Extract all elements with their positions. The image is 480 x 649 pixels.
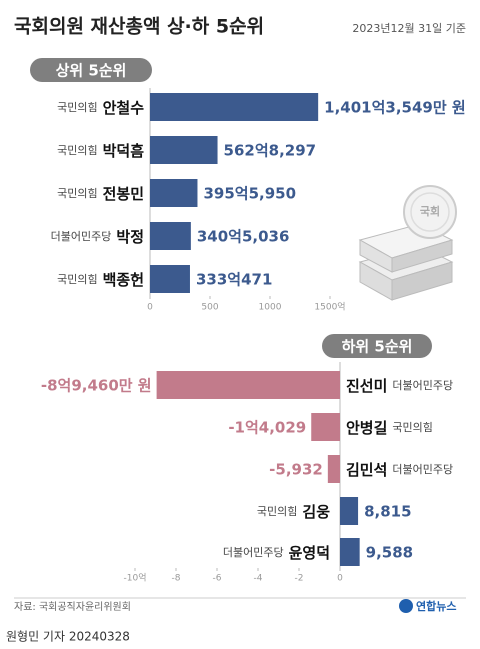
value-label: -5,932 <box>269 461 323 479</box>
x-tick-label: -8 <box>172 574 181 584</box>
source: 자료: 국회공직자윤리위원회 <box>14 600 131 613</box>
illustration-label: 국회 <box>420 204 440 218</box>
value-label: 9,588 <box>366 544 413 562</box>
name-label: 더불어민주당 박정 <box>51 228 144 246</box>
name-label: 국민의힘 전봉민 <box>57 185 144 203</box>
x-tick-label: -10억 <box>124 572 147 584</box>
x-tick-label: -4 <box>254 574 263 584</box>
section-header-bg <box>322 334 432 358</box>
party: 국민의힘 <box>57 144 97 157</box>
x-tick-label: 500 <box>201 303 218 313</box>
x-tick-label: 0 <box>147 303 153 313</box>
value-label: 562억8,297 <box>224 142 317 160</box>
bar <box>150 265 190 293</box>
party: 국민의힘 <box>392 421 432 434</box>
name: 김민석 <box>346 461 387 479</box>
x-tick-label: -6 <box>213 574 222 584</box>
bar <box>327 455 340 483</box>
name: 박덕흠 <box>103 142 145 160</box>
bar <box>340 538 360 566</box>
name-label: 국민의힘 안철수 <box>57 99 144 117</box>
logo-icon <box>399 599 413 613</box>
x-tick-label: 1000 <box>259 303 282 313</box>
name: 윤영덕 <box>289 544 330 562</box>
party: 더불어민주당 <box>392 379 453 392</box>
party: 더불어민주당 <box>223 546 284 559</box>
value-label: -1억4,029 <box>228 419 306 437</box>
name: 전봉민 <box>103 185 144 203</box>
value-label: 1,401억3,549만 원 <box>324 99 466 117</box>
name: 박정 <box>116 228 144 246</box>
name-label: 김민석 더불어민주당 <box>346 461 453 479</box>
name: 진선미 <box>346 377 387 395</box>
party: 국민의힘 <box>257 505 297 518</box>
name-label: 국민의힘 김웅 <box>257 503 330 521</box>
bar <box>150 93 319 121</box>
party: 국민의힘 <box>57 101 97 114</box>
name-label: 국민의힘 박덕흠 <box>57 142 144 160</box>
bar <box>150 136 218 164</box>
bar <box>311 413 340 441</box>
date-note: 2023년12월 31일 기준 <box>352 21 466 35</box>
name-label: 더불어민주당 윤영덕 <box>223 544 330 562</box>
section-header-bg <box>30 58 152 82</box>
value-label: -8억9,460만 원 <box>41 377 152 395</box>
section-header: 하위 5순위 <box>342 338 413 356</box>
value-label: 8,815 <box>364 503 411 521</box>
name-label: 국민의힘 백종헌 <box>57 271 144 289</box>
bar <box>340 497 359 525</box>
section-header: 상위 5순위 <box>56 62 127 80</box>
x-tick-label: 1500억 <box>314 301 345 313</box>
logo: 연합뉴스 <box>416 599 456 613</box>
name: 김웅 <box>302 503 330 521</box>
party: 더불어민주당 <box>392 463 453 476</box>
party: 국민의힘 <box>57 187 97 200</box>
x-tick-label: -2 <box>295 574 304 584</box>
bar <box>150 222 191 250</box>
value-label: 333억471 <box>196 271 272 289</box>
name: 백종헌 <box>103 271 144 289</box>
title: 국회의원 재산총액 상·하 5순위 <box>14 16 264 38</box>
value-label: 340억5,036 <box>197 228 290 246</box>
bar <box>156 371 340 399</box>
party: 국민의힘 <box>57 273 97 286</box>
party: 더불어민주당 <box>51 230 112 243</box>
x-tick-label: 0 <box>337 574 343 584</box>
bar <box>150 179 198 207</box>
money-illustration <box>358 185 457 301</box>
name: 안철수 <box>103 99 145 117</box>
credit: 원형민 기자 20240328 <box>6 630 130 644</box>
name: 안병길 <box>346 419 387 437</box>
name-label: 진선미 더불어민주당 <box>346 377 453 395</box>
name-label: 안병길 국민의힘 <box>346 419 433 437</box>
value-label: 395억5,950 <box>203 185 296 203</box>
